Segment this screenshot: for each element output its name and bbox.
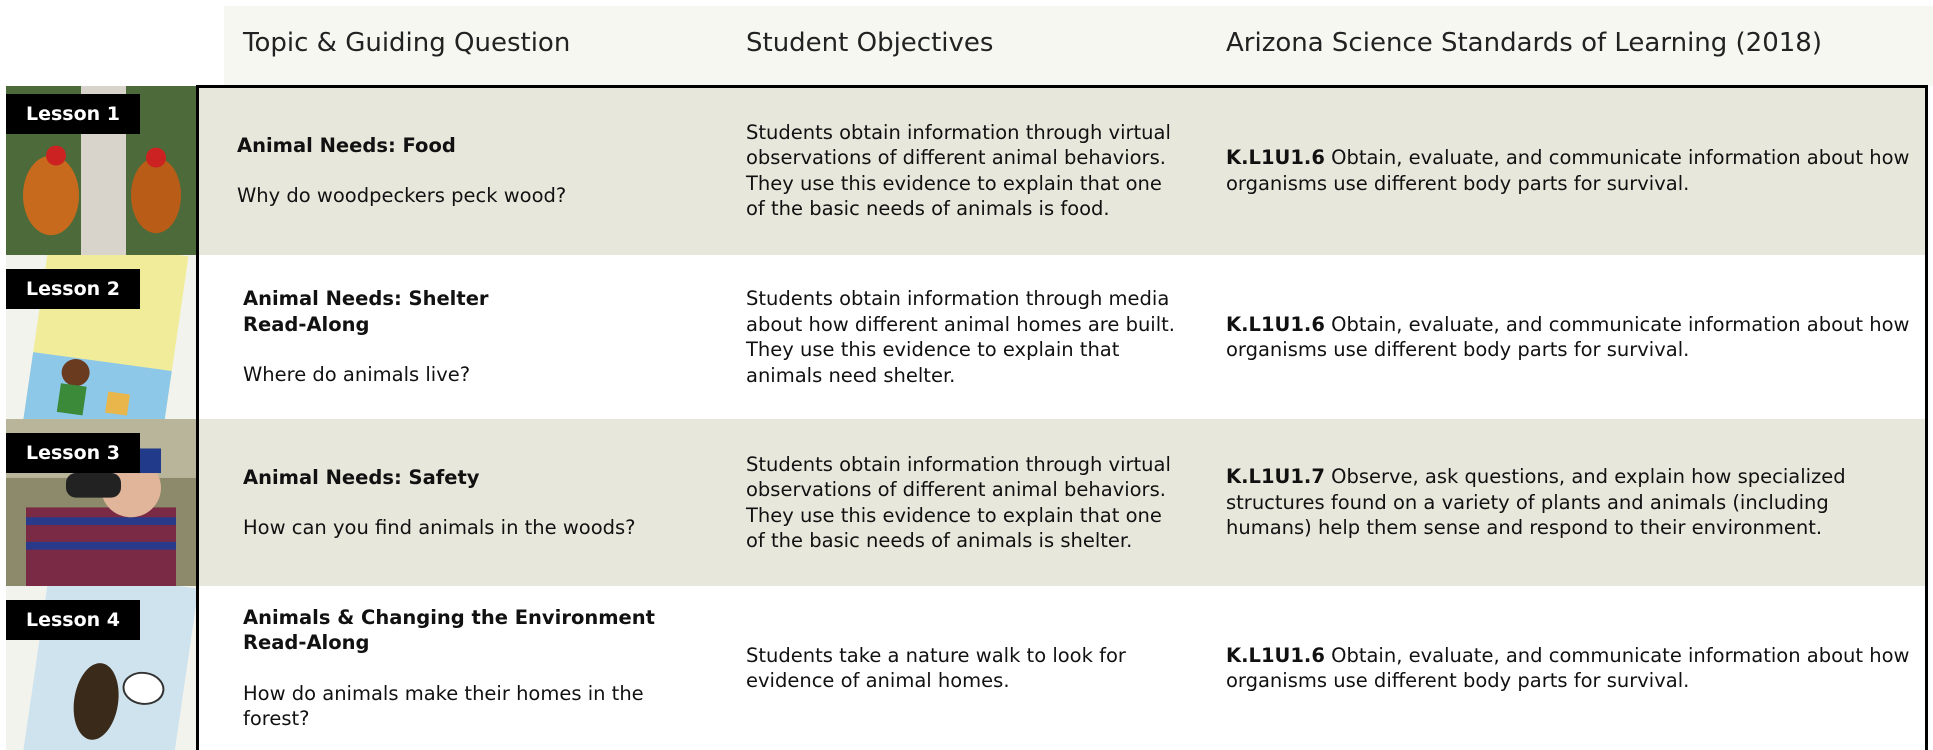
objective-text: Students obtain information through medi…: [746, 287, 1175, 387]
lesson-label: Lesson 3: [6, 433, 141, 473]
topic-title: Animal Needs: Food: [237, 133, 456, 157]
objective-text: Students take a nature walk to look for …: [746, 643, 1126, 693]
guiding-question: How do animals make their homes in the f…: [243, 681, 644, 731]
objective-text: Students obtain information through virt…: [746, 120, 1171, 221]
standard-text: Obtain, evaluate, and communicate inform…: [1226, 312, 1910, 362]
header-bar: [224, 6, 1933, 86]
standard-text: Observe, ask questions, and explain how …: [1226, 465, 1846, 540]
table-frame: [196, 85, 1928, 750]
standard: K.L1U1.6 Obtain, evaluate, and communica…: [1226, 643, 1916, 694]
standard-code: K.L1U1.6: [1226, 146, 1325, 169]
lesson-label: Lesson 4: [6, 600, 141, 640]
objective-cell: Students obtain information through virt…: [746, 86, 1176, 255]
topic-title: Animals & Changing the Environment: [243, 605, 655, 629]
lesson-row: Animal Needs: Shelter Read-Along Where do …: [197, 255, 1928, 419]
lesson-row: Animal Needs: Food Why do woodpeckers pec…: [197, 86, 1928, 255]
column-header: Student Objectives: [746, 28, 994, 58]
objective-cell: Students obtain information through virt…: [746, 419, 1176, 586]
standard-code: K.L1U1.7: [1226, 465, 1325, 489]
standard-text: Obtain, evaluate, and communicate inform…: [1226, 146, 1910, 195]
standard-cell: K.L1U1.6 Obtain, evaluate, and communica…: [1226, 255, 1916, 419]
objective-text: Students obtain information through virt…: [746, 452, 1171, 553]
lesson-label: Lesson 1: [6, 94, 141, 134]
standard-code: K.L1U1.6: [1226, 643, 1325, 667]
standard-cell: K.L1U1.6 Obtain, evaluate, and communica…: [1226, 86, 1916, 255]
guiding-question: How can you find animals in the woods?: [243, 516, 636, 539]
topic-cell: Animal Needs: Shelter Read-Along Where do …: [243, 255, 703, 419]
topic-title: Animal Needs: Shelter: [243, 287, 489, 311]
standard: K.L1U1.6 Obtain, evaluate, and communica…: [1226, 312, 1916, 363]
standard-cell: K.L1U1.7 Observe, ask questions, and exp…: [1226, 419, 1916, 586]
guiding-question: Where do animals live?: [243, 363, 471, 387]
column-header: Arizona Science Standards of Learning (2…: [1226, 28, 1822, 58]
standard: K.L1U1.7 Observe, ask questions, and exp…: [1226, 464, 1916, 541]
topic-cell: Animals & Changing the Environment Read-A…: [243, 586, 703, 750]
standard-text: Obtain, evaluate, and communicate inform…: [1226, 643, 1910, 693]
standard-code: K.L1U1.6: [1226, 312, 1325, 336]
topic-title: Read-Along: [243, 631, 370, 654]
lesson-row: Animals & Changing the Environment Read-A…: [197, 586, 1928, 750]
topic-cell: Animal Needs: Food Why do woodpeckers pec…: [237, 86, 697, 255]
guiding-question: Why do woodpeckers peck wood?: [237, 184, 567, 207]
topic-title: Read-Along: [243, 312, 370, 336]
standard: K.L1U1.6 Obtain, evaluate, and communica…: [1226, 145, 1916, 196]
lesson-label: Lesson 2: [6, 269, 141, 309]
standard-cell: K.L1U1.6 Obtain, evaluate, and communica…: [1226, 586, 1916, 750]
topic-cell: Animal Needs: Safety How can you find ani…: [243, 419, 703, 586]
lesson-row: Animal Needs: Safety How can you find ani…: [197, 419, 1928, 586]
topic-title: Animal Needs: Safety: [243, 465, 480, 489]
objective-cell: Students take a nature walk to look for …: [746, 586, 1176, 750]
objective-cell: Students obtain information through medi…: [746, 255, 1176, 419]
column-header: Topic & Guiding Question: [243, 28, 571, 58]
